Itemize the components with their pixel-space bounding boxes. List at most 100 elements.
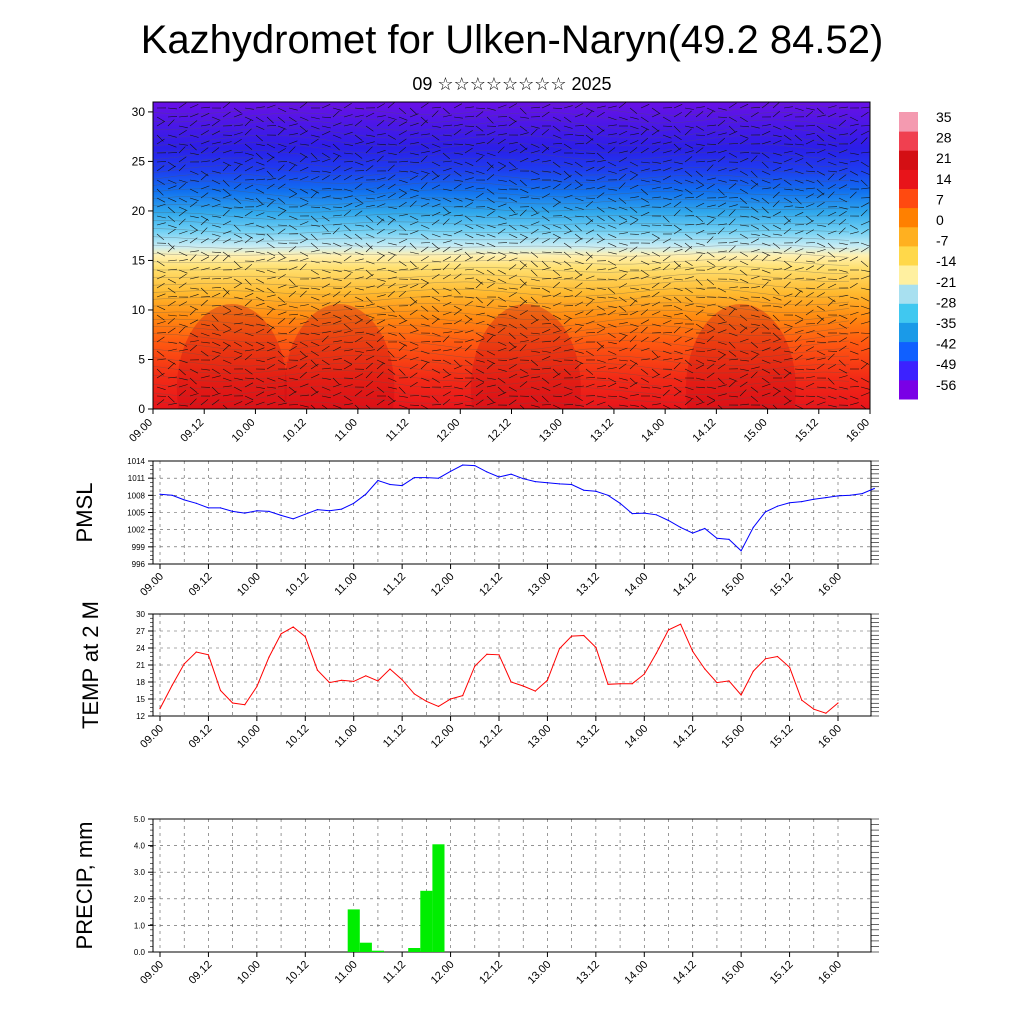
wind-barb	[167, 376, 178, 379]
wind-barb	[750, 341, 758, 349]
wind-barb	[783, 395, 792, 402]
wind-barb	[497, 305, 508, 307]
wind-barb	[442, 302, 452, 307]
wind-barb	[673, 322, 683, 325]
pmsl-x-tick-label: 10.12	[283, 571, 311, 599]
wind-barb	[662, 167, 672, 172]
wind-barb	[717, 107, 727, 111]
wind-barb	[266, 326, 274, 334]
wind-barb	[519, 368, 528, 374]
wind-barb	[585, 254, 593, 262]
wind-barb	[860, 242, 870, 247]
wind-barb	[442, 167, 452, 172]
wind-barb	[717, 227, 725, 235]
wind-barb	[431, 368, 441, 374]
wind-barb	[497, 228, 506, 235]
temp-x-tick-label: 11.00	[332, 723, 359, 750]
wind-barb	[706, 204, 716, 208]
wind-barb	[838, 395, 848, 400]
wind-barb	[772, 224, 782, 230]
wind-barb	[530, 386, 540, 391]
wind-barb	[552, 383, 562, 388]
wind-barb	[321, 224, 329, 232]
wind-barb	[464, 106, 474, 109]
wind-barb	[827, 242, 835, 250]
pmsl-point	[849, 494, 851, 496]
temp-y-tick-label: 30	[136, 610, 145, 619]
wind-barb	[420, 174, 429, 181]
wind-barb	[354, 203, 364, 208]
pmsl-y-label: PMSL	[72, 483, 97, 543]
wind-barb	[156, 395, 167, 397]
wind-barb	[464, 268, 474, 271]
wind-barb	[607, 310, 616, 316]
wind-barb	[376, 155, 384, 163]
wind-barb	[673, 104, 683, 109]
wind-barb	[585, 107, 595, 113]
wind-barb	[640, 326, 648, 334]
wind-barb	[684, 296, 693, 303]
wind-barb	[805, 400, 815, 406]
wind-barb	[233, 132, 243, 136]
wind-barb	[794, 300, 803, 307]
wind-barb	[189, 152, 199, 155]
heatmap-y-tick-label: 30	[132, 105, 146, 119]
wind-barb	[541, 329, 551, 334]
heatmap-contour	[153, 385, 850, 397]
wind-barb	[211, 323, 219, 331]
wind-barb	[552, 336, 561, 343]
wind-barb	[706, 278, 715, 286]
heatmap-contour	[153, 104, 850, 116]
wind-barb	[200, 124, 210, 127]
wind-barb	[178, 323, 188, 327]
pmsl-y-tick-label: 1008	[127, 491, 145, 500]
wind-barb	[475, 187, 485, 190]
pmsl-point	[861, 493, 863, 495]
wind-barb	[541, 314, 550, 322]
wind-barb	[442, 206, 450, 214]
wind-barb	[244, 368, 253, 375]
wind-barb	[519, 157, 529, 163]
wind-barb	[750, 125, 760, 129]
wind-barb	[464, 224, 474, 230]
wind-barb	[442, 399, 451, 406]
wind-barb	[387, 305, 395, 313]
wind-barb	[508, 206, 516, 214]
wind-barb	[750, 305, 759, 312]
wind-barb	[497, 386, 505, 394]
wind-barb	[431, 296, 441, 302]
wind-barb	[277, 296, 286, 303]
pmsl-point	[232, 510, 234, 512]
wind-barb	[805, 323, 816, 325]
wind-barb	[673, 357, 683, 361]
wind-barb	[695, 377, 705, 381]
wind-barb	[772, 140, 782, 145]
wind-barb	[541, 356, 551, 361]
wind-barb	[728, 168, 738, 172]
wind-barb	[464, 277, 474, 280]
wind-barb	[288, 140, 298, 145]
wind-barb	[156, 399, 165, 406]
heatmap-contour	[153, 258, 850, 266]
wind-barb	[266, 242, 275, 249]
wind-barb	[189, 134, 199, 138]
wind-barb	[827, 173, 835, 181]
wind-barb	[805, 110, 814, 118]
wind-barb	[343, 269, 353, 273]
wind-barb	[816, 317, 824, 325]
wind-barb	[486, 332, 496, 337]
wind-barb	[717, 250, 727, 253]
wind-barb	[541, 185, 551, 190]
wind-barb	[739, 287, 750, 289]
wind-barb	[244, 143, 253, 150]
wind-barb	[530, 332, 540, 335]
precip-panel: 0.01.02.03.04.05.009.00 09.12 10.00 10.12 11…	[72, 815, 879, 987]
wind-barb	[618, 335, 626, 343]
wind-barb	[761, 179, 771, 184]
wind-barb	[156, 161, 167, 163]
wind-barb	[255, 269, 265, 273]
wind-barb	[321, 269, 331, 273]
wind-barb	[827, 404, 837, 408]
wind-barb	[585, 320, 595, 325]
wind-barb	[574, 224, 582, 232]
